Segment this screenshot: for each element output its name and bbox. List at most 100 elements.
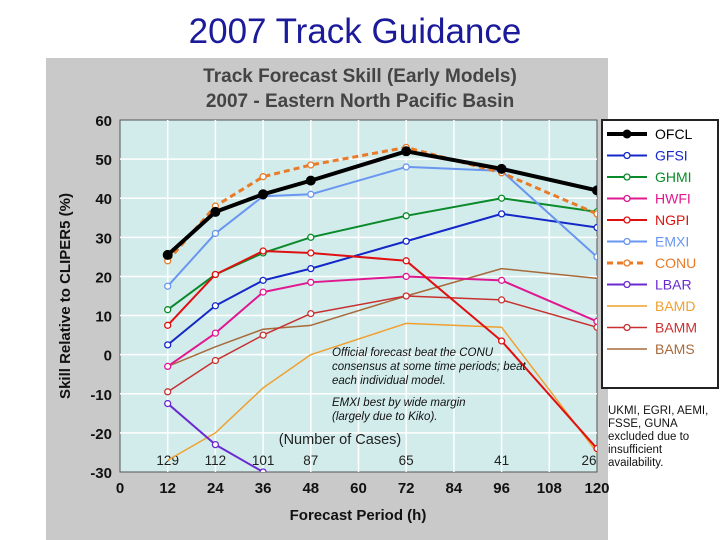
legend-item-conu: CONU	[607, 255, 696, 271]
data-point	[402, 257, 410, 265]
legend-item-gfsi: GFSI	[607, 148, 688, 164]
y-tick-label: -20	[90, 426, 112, 443]
data-point	[402, 212, 410, 220]
data-point	[497, 194, 506, 202]
legend-item-bams: BAMS	[607, 341, 695, 357]
note-conu: Official forecast beat the CONU consensu…	[332, 347, 526, 387]
series-hwfi	[164, 272, 597, 371]
x-tick-label: 0	[116, 480, 124, 497]
x-tick-label: 48	[302, 480, 319, 497]
data-point	[258, 189, 269, 200]
data-point	[211, 302, 220, 310]
series-line	[167, 322, 597, 461]
x-tick-label: 60	[350, 480, 367, 497]
legend-label: OFCL	[655, 126, 693, 142]
data-point	[164, 388, 172, 396]
legend-label: BAMS	[655, 341, 695, 357]
legend-marker	[622, 129, 632, 139]
legend-label: GHMI	[655, 169, 692, 185]
legend-marker	[623, 280, 631, 289]
series-line	[167, 267, 597, 368]
data-point	[211, 440, 220, 449]
y-tick-label: 10	[95, 309, 112, 326]
data-point	[259, 288, 267, 296]
case-count-label: 65	[399, 453, 414, 468]
legend-label: NGPI	[655, 212, 689, 228]
case-count-label: 26	[581, 453, 596, 468]
chart-title: Track Forecast Skill (Early Models)	[203, 66, 517, 87]
series-lbar	[164, 399, 267, 472]
data-point	[402, 237, 410, 245]
data-point	[259, 331, 267, 339]
legend-label: BAMD	[655, 298, 695, 314]
legend-box	[601, 119, 719, 389]
case-count-label: 112	[205, 453, 227, 468]
legend-item-emxi: EMXI	[607, 234, 689, 250]
data-point	[259, 173, 267, 181]
data-point	[593, 210, 597, 218]
x-axis-ticks: 0 12 24 36 48 60 72 84 96 108 120	[116, 480, 610, 497]
data-point	[259, 276, 267, 285]
data-point	[307, 264, 315, 273]
data-point	[497, 337, 506, 345]
data-point	[307, 309, 315, 318]
legend-marker	[623, 216, 631, 224]
data-point	[305, 175, 316, 186]
data-point	[162, 249, 173, 260]
x-tick-label: 72	[398, 480, 415, 497]
y-tick-label: 60	[95, 113, 112, 130]
data-point	[593, 253, 597, 261]
legend-item-lbar: LBAR	[607, 277, 692, 293]
x-tick-label: 24	[207, 480, 224, 497]
x-tick-label: 36	[255, 480, 272, 497]
legend-label: GFSI	[655, 148, 688, 164]
data-point	[259, 247, 267, 255]
legend-label: HWFI	[655, 191, 691, 207]
cases-label: (Number of Cases)	[279, 432, 401, 448]
data-point	[210, 206, 221, 217]
legend-marker	[623, 173, 631, 181]
legend-item-bamm: BAMM	[607, 320, 697, 336]
legend-marker	[623, 237, 631, 246]
y-tick-label: 50	[95, 152, 112, 169]
y-tick-label: 40	[95, 191, 112, 208]
data-point	[401, 146, 412, 157]
legend-label: EMXI	[655, 234, 689, 250]
data-point	[164, 362, 172, 371]
case-count-label: 101	[252, 453, 275, 468]
data-point	[497, 276, 506, 285]
data-point	[307, 161, 315, 169]
x-axis-label: Forecast Period (h)	[290, 507, 427, 524]
legend-item-ghmi: GHMI	[607, 169, 692, 185]
legend-marker	[623, 323, 631, 332]
y-tick-label: 0	[104, 348, 112, 365]
slide-title: 2007 Track Guidance	[188, 12, 522, 51]
x-tick-label: 108	[537, 480, 562, 497]
y-axis-label: Skill Relative to CLIPER5 (%)	[57, 193, 74, 399]
data-point	[593, 317, 597, 326]
legend-marker	[623, 259, 631, 267]
data-point	[164, 399, 172, 408]
data-point	[496, 163, 507, 174]
data-point	[592, 185, 597, 196]
data-point	[307, 233, 315, 241]
data-point	[211, 356, 220, 365]
series-bams	[167, 267, 597, 368]
y-axis-ticks: -30 -20 -10 0 10 20 30 40 50 60	[90, 113, 112, 482]
data-point	[307, 249, 315, 257]
data-point	[211, 229, 220, 238]
note-excluded: UKMI, EGRI, AEMI, FSSE, GUNA excluded du…	[608, 405, 709, 469]
data-point	[307, 190, 315, 198]
data-point	[497, 296, 506, 304]
legend: OFCL GFSI GHMI HWFI NGPI EMXI CONU LBAR BAMD BAMM…	[601, 119, 719, 389]
data-point	[164, 306, 172, 314]
legend-item-hwfi: HWFI	[607, 191, 691, 207]
data-point	[593, 444, 597, 453]
data-point	[307, 278, 315, 286]
legend-label: LBAR	[655, 277, 692, 293]
data-point	[164, 321, 172, 329]
legend-label: CONU	[655, 255, 696, 271]
legend-item-bamd: BAMD	[607, 298, 695, 314]
note-emxi: EMXI best by wide margin (largely due to…	[332, 397, 466, 423]
